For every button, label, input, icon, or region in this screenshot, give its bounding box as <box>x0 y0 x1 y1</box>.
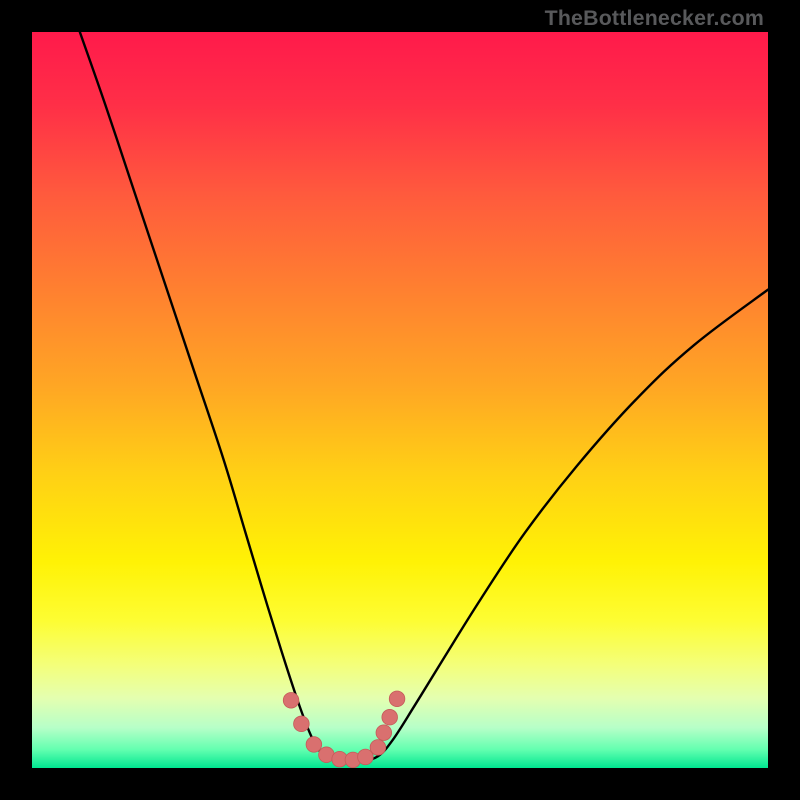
curve-marker <box>382 709 398 725</box>
curve-marker <box>376 725 392 741</box>
curve-marker <box>389 691 405 707</box>
curve-marker <box>283 692 299 708</box>
curve-markers <box>283 691 405 768</box>
watermark-text: TheBottlenecker.com <box>545 6 764 31</box>
bottleneck-curve <box>80 32 768 761</box>
curve-layer <box>32 32 768 768</box>
curve-marker <box>370 740 386 756</box>
plot-area <box>32 32 768 768</box>
chart-frame: TheBottlenecker.com <box>0 0 800 800</box>
curve-marker <box>306 737 322 753</box>
curve-marker <box>294 716 310 732</box>
